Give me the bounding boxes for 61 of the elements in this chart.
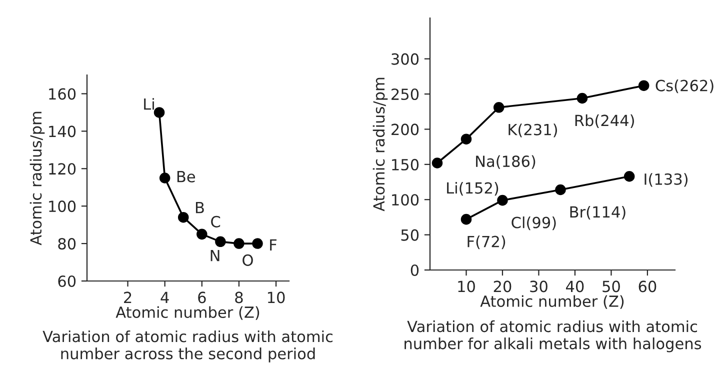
text: Variation of atomic radius with atomic number across the second period [42, 330, 332, 362]
y-axis-title: Atomic radius/pm [372, 78, 388, 212]
point [178, 212, 189, 223]
annotation: Li [144, 98, 154, 110]
x-tick-label: 6 [198, 292, 206, 304]
y-axis-title: Atomic radius/pm [30, 112, 45, 246]
point [624, 171, 635, 182]
annotation: I(133) [644, 173, 688, 187]
point [497, 194, 508, 206]
annotation: F(72) [468, 236, 506, 250]
x-tick-label: 4 [160, 292, 169, 304]
y-tick-label: 300 [392, 53, 419, 65]
y-tick-label: 50 [401, 229, 419, 241]
annotation: Cs(262) [656, 80, 714, 94]
y-tick-label: 100 [392, 194, 419, 206]
text: Variation of atomic radius with atomic number for alkali metals with halogens [404, 320, 702, 352]
point [460, 134, 472, 144]
point [234, 238, 244, 249]
point [555, 184, 566, 196]
y-tick-label: 200 [392, 124, 419, 136]
y-tick-label: 80 [58, 238, 76, 250]
annotation: O [242, 254, 253, 266]
point [159, 172, 170, 184]
y-tick-label: 120 [49, 163, 76, 175]
x-tick-label: 60 [638, 280, 656, 292]
x-tick-label: 20 [494, 280, 512, 292]
annotation: Be [177, 171, 196, 182]
annotation: F [270, 239, 277, 250]
point [252, 238, 263, 249]
annotation: B [196, 202, 204, 214]
x-tick-label: 2 [124, 292, 132, 304]
x-tick-label: 10 [268, 292, 285, 304]
y-tick-label: 100 [49, 200, 76, 212]
point [215, 236, 226, 248]
point [576, 92, 588, 104]
x-tick-label: 8 [235, 292, 243, 304]
annotation: Br(114) [570, 206, 626, 220]
y-tick-label: 0 [410, 264, 419, 276]
annotation: Rb(244) [575, 114, 634, 128]
y-tick-label: 160 [49, 88, 76, 100]
point [638, 80, 650, 91]
x-axis-title: Atomic number (Z) [480, 295, 624, 309]
point [460, 214, 472, 225]
annotation: C [211, 216, 220, 228]
x-axis-title: Atomic number (Z) [116, 306, 260, 320]
x-tick-label: 40 [566, 280, 584, 292]
point [432, 158, 443, 168]
y-tick-label: 150 [392, 158, 419, 170]
point [493, 102, 504, 113]
y-tick-label: 250 [392, 88, 419, 100]
x-tick-label: 50 [602, 280, 620, 292]
point [196, 228, 208, 240]
annotation: Li(152) [447, 182, 498, 196]
annotation: N [210, 250, 220, 262]
annotation: Cl(99) [512, 216, 556, 230]
x-tick-label: 10 [458, 280, 475, 292]
x-tick-label: 30 [530, 280, 548, 292]
annotation: Na(186) [476, 155, 536, 169]
point [154, 107, 165, 118]
y-tick-label: 140 [49, 126, 76, 138]
annotation: K(231) [508, 124, 557, 138]
